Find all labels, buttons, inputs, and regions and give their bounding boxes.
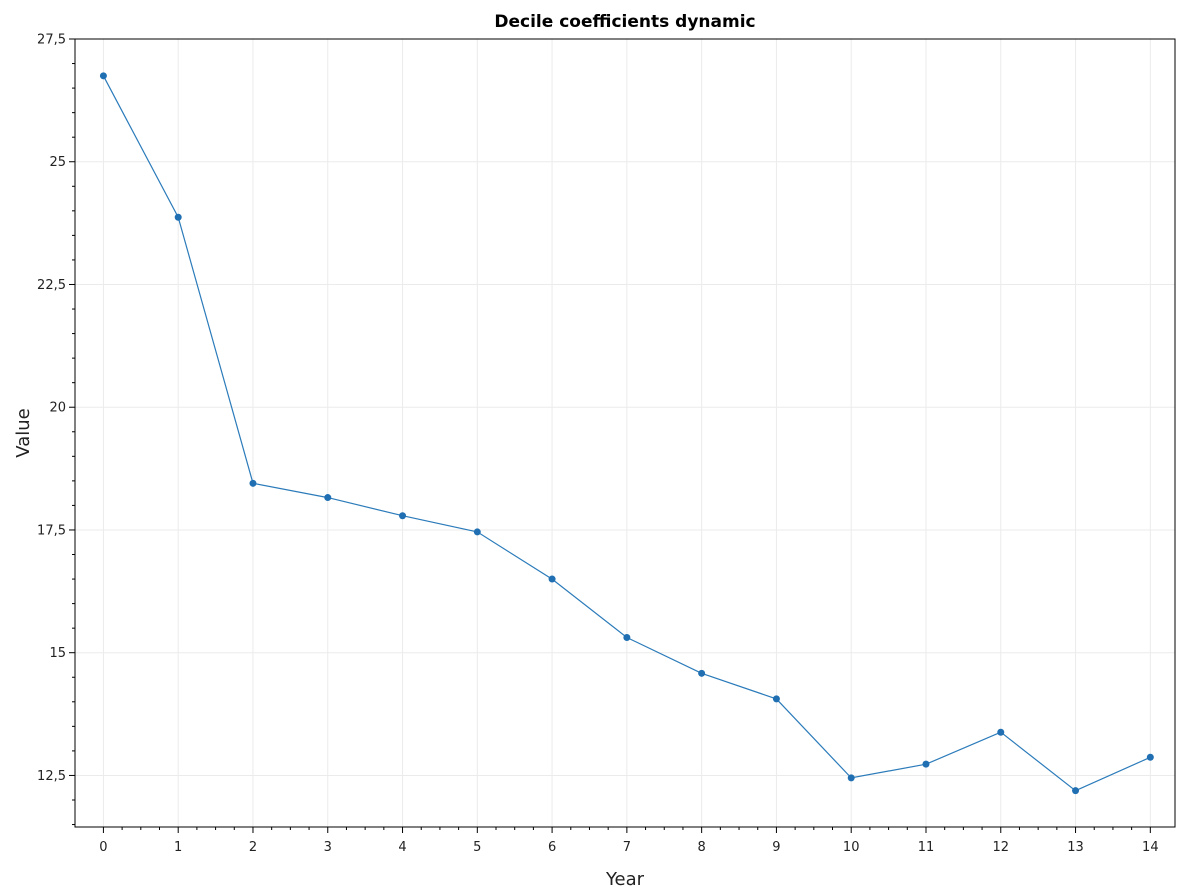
data-point[interactable] xyxy=(772,695,780,703)
y-tick-label: 12,5 xyxy=(37,769,66,784)
grid-lines xyxy=(75,38,1175,827)
x-tick-label: 5 xyxy=(473,840,481,855)
data-point[interactable] xyxy=(1146,753,1154,761)
y-tick-label: 20 xyxy=(49,401,66,416)
y-tick-label: 22,5 xyxy=(37,278,66,293)
x-tick-label: 2 xyxy=(249,840,257,855)
x-tick-label: 9 xyxy=(772,840,780,855)
x-axis-label: Year xyxy=(605,869,645,890)
data-point[interactable] xyxy=(399,512,407,520)
x-tick-label: 12 xyxy=(992,840,1009,855)
data-point[interactable] xyxy=(623,633,631,641)
data-point[interactable] xyxy=(698,669,706,677)
axis-ticks: 0 1 2 3 4 5 6 7 8 9 10 11 12 13 1412,51517,52022,52527… xyxy=(37,33,1159,856)
series-layer xyxy=(99,72,1154,795)
data-point[interactable] xyxy=(997,728,1005,736)
data-point[interactable] xyxy=(548,575,556,583)
data-point[interactable] xyxy=(847,774,855,782)
x-tick-label: 4 xyxy=(398,840,406,855)
x-tick-label: 11 xyxy=(918,840,935,855)
y-tick-label: 25 xyxy=(49,155,66,170)
y-tick-label: 27,5 xyxy=(37,33,66,48)
x-tick-label: 8 xyxy=(698,840,706,855)
y-tick-label: 17,5 xyxy=(37,523,66,538)
y-axis-label: Value xyxy=(13,408,34,457)
chart-title: Decile coefficients dynamic xyxy=(494,12,755,32)
plot-area xyxy=(74,38,1176,828)
y-tick-label: 15 xyxy=(49,646,66,661)
data-point[interactable] xyxy=(99,72,107,80)
x-tick-label: 1 xyxy=(174,840,182,855)
x-tick-label: 0 xyxy=(99,840,107,855)
data-point[interactable] xyxy=(174,213,182,221)
data-point[interactable] xyxy=(249,479,257,487)
x-tick-label: 10 xyxy=(843,840,860,855)
data-point[interactable] xyxy=(1072,787,1080,795)
x-tick-label: 14 xyxy=(1142,840,1159,855)
x-tick-label: 3 xyxy=(324,840,332,855)
x-tick-label: 6 xyxy=(548,840,556,855)
data-point[interactable] xyxy=(473,528,481,536)
x-tick-label: 13 xyxy=(1067,840,1084,855)
data-point[interactable] xyxy=(324,494,332,502)
data-point[interactable] xyxy=(922,760,930,768)
x-tick-label: 7 xyxy=(623,840,631,855)
